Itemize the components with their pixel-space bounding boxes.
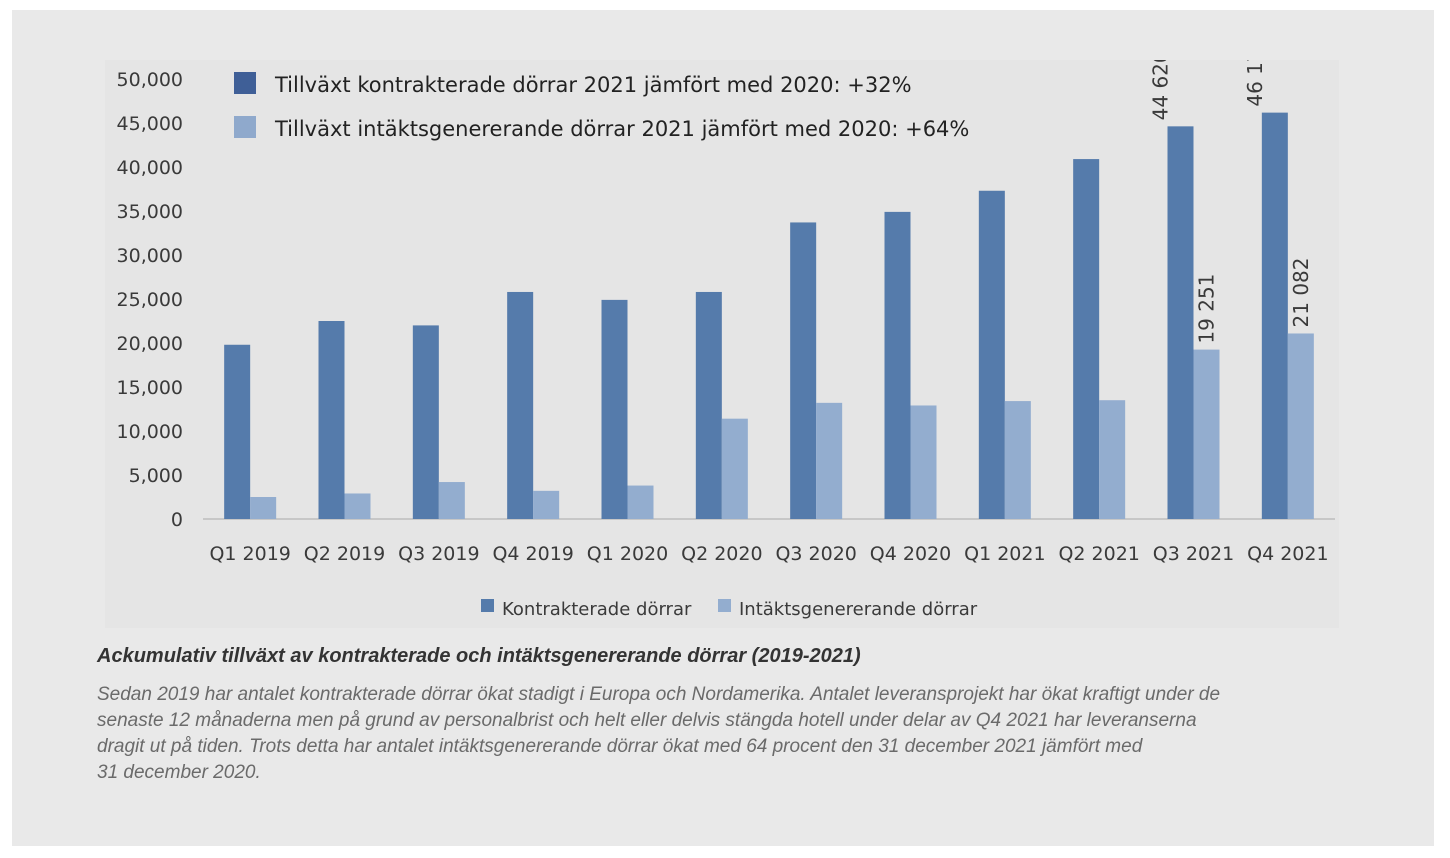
caption-line: dragit ut på tiden. Trots detta har anta… [97, 736, 1143, 757]
bar-kontrakterade [790, 222, 817, 519]
data-label: 19 251 [1195, 274, 1219, 344]
bar-intaktsgenererande [816, 402, 843, 519]
bar-kontrakterade [978, 190, 1005, 519]
caption-line: Sedan 2019 har antalet kontrakterade dör… [97, 684, 1221, 705]
x-tick-label: Q3 2020 [775, 543, 856, 565]
y-tick-label: 40,000 [117, 157, 183, 179]
x-tick-label: Q2 2020 [681, 543, 762, 565]
bar-kontrakterade [1261, 112, 1288, 519]
y-tick-label: 10,000 [117, 421, 183, 443]
bar-intaktsgenererande [533, 490, 560, 519]
caption-line: 31 december 2020. [97, 762, 261, 783]
bar-intaktsgenererande [1099, 400, 1126, 519]
bar-kontrakterade [1073, 159, 1100, 519]
legend-swatch [481, 599, 494, 612]
bar-kontrakterade [507, 291, 534, 519]
bar-intaktsgenererande [1193, 349, 1220, 519]
data-label: 21 082 [1289, 257, 1313, 327]
annotation-swatch [234, 116, 256, 138]
data-label: 46 179 [1243, 60, 1267, 107]
figure-panel: 0 5,000 10,000 15,000 20,000 25,000 30,000 35,0… [12, 10, 1434, 846]
x-tick-label: Q2 2021 [1058, 543, 1139, 565]
bar-chart: 0 5,000 10,000 15,000 20,000 25,000 30,000 35,0… [117, 60, 1335, 620]
bar-kontrakterade [318, 321, 345, 519]
y-tick-label: 15,000 [117, 377, 183, 399]
x-tick-label: Q2 2019 [304, 543, 385, 565]
y-tick-label: 20,000 [117, 333, 183, 355]
legend-label: Intäktsgenererande dörrar [739, 599, 978, 620]
x-tick-label: Q4 2020 [870, 543, 951, 565]
x-tick-label: Q1 2020 [587, 543, 668, 565]
bar-intaktsgenererande [910, 405, 937, 519]
y-tick-label: 35,000 [117, 201, 183, 223]
legend-label: Kontrakterade dörrar [502, 599, 692, 620]
data-label: 44 620 [1149, 60, 1173, 120]
legend-swatch [718, 599, 731, 612]
bar-kontrakterade [224, 344, 251, 519]
bar-kontrakterade [412, 325, 439, 519]
y-tick-label: 25,000 [117, 289, 183, 311]
bar-kontrakterade [884, 211, 911, 519]
x-tick-label: Q1 2019 [209, 543, 290, 565]
bar-intaktsgenererande [344, 493, 371, 519]
bar-kontrakterade [695, 291, 722, 519]
x-tick-label: Q4 2021 [1247, 543, 1328, 565]
annotation-swatch [234, 72, 256, 94]
bar-kontrakterade [1167, 126, 1194, 520]
figure-caption-title: Ackumulativ tillväxt av kontrakterade oc… [97, 645, 861, 667]
y-tick-label: 50,000 [117, 69, 183, 91]
x-tick-label: Q4 2019 [492, 543, 573, 565]
bar-intaktsgenererande [250, 497, 277, 519]
bar-intaktsgenererande [721, 418, 748, 519]
bar-intaktsgenererande [627, 485, 654, 519]
y-tick-label: 45,000 [117, 113, 183, 135]
bar-kontrakterade [601, 299, 628, 519]
x-tick-label: Q1 2021 [964, 543, 1045, 565]
figure-caption-body: Sedan 2019 har antalet kontrakterade dör… [97, 682, 1362, 786]
growth-annotation: Tillväxt intäktsgenererande dörrar 2021 … [274, 117, 969, 141]
chart-area: 0 5,000 10,000 15,000 20,000 25,000 30,000 35,0… [105, 60, 1339, 628]
x-tick-label: Q3 2019 [398, 543, 479, 565]
bar-intaktsgenererande [1287, 333, 1314, 519]
y-tick-label: 0 [171, 509, 183, 531]
growth-annotation: Tillväxt kontrakterade dörrar 2021 jämfö… [274, 73, 912, 97]
x-tick-label: Q3 2021 [1153, 543, 1234, 565]
bar-intaktsgenererande [1004, 401, 1031, 519]
bar-intaktsgenererande [438, 482, 465, 519]
y-tick-label: 5,000 [129, 465, 183, 487]
y-tick-label: 30,000 [117, 245, 183, 267]
caption-line: senaste 12 månaderna men på grund av per… [97, 710, 1197, 731]
